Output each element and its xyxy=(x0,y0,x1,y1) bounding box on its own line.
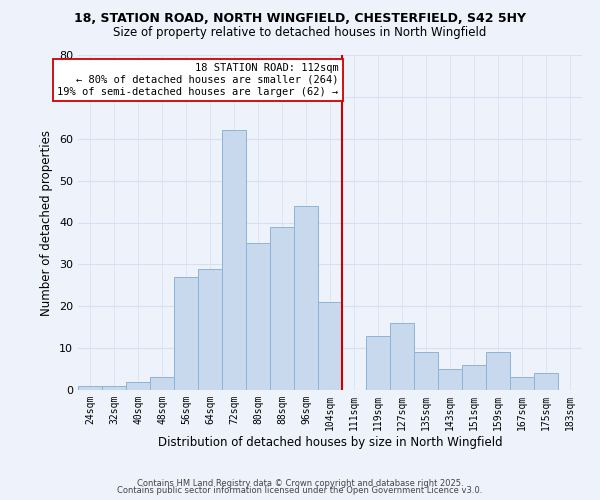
Bar xyxy=(270,226,294,390)
Text: 18 STATION ROAD: 112sqm
← 80% of detached houses are smaller (264)
19% of semi-d: 18 STATION ROAD: 112sqm ← 80% of detache… xyxy=(57,64,338,96)
Bar xyxy=(126,382,150,390)
Bar xyxy=(534,373,558,390)
Bar xyxy=(462,365,486,390)
Y-axis label: Number of detached properties: Number of detached properties xyxy=(40,130,53,316)
Bar xyxy=(438,369,462,390)
Bar xyxy=(174,277,198,390)
Bar xyxy=(486,352,510,390)
Text: 18, STATION ROAD, NORTH WINGFIELD, CHESTERFIELD, S42 5HY: 18, STATION ROAD, NORTH WINGFIELD, CHEST… xyxy=(74,12,526,26)
Bar xyxy=(102,386,126,390)
Text: Size of property relative to detached houses in North Wingfield: Size of property relative to detached ho… xyxy=(113,26,487,39)
Bar xyxy=(246,244,270,390)
Bar xyxy=(198,268,222,390)
Bar xyxy=(318,302,342,390)
Bar xyxy=(222,130,246,390)
Bar xyxy=(414,352,438,390)
Bar xyxy=(390,323,414,390)
Bar xyxy=(150,378,174,390)
Bar xyxy=(366,336,390,390)
Text: Contains public sector information licensed under the Open Government Licence v3: Contains public sector information licen… xyxy=(118,486,482,495)
Text: Contains HM Land Registry data © Crown copyright and database right 2025.: Contains HM Land Registry data © Crown c… xyxy=(137,478,463,488)
X-axis label: Distribution of detached houses by size in North Wingfield: Distribution of detached houses by size … xyxy=(158,436,502,448)
Bar xyxy=(78,386,102,390)
Bar xyxy=(294,206,318,390)
Bar xyxy=(510,378,534,390)
